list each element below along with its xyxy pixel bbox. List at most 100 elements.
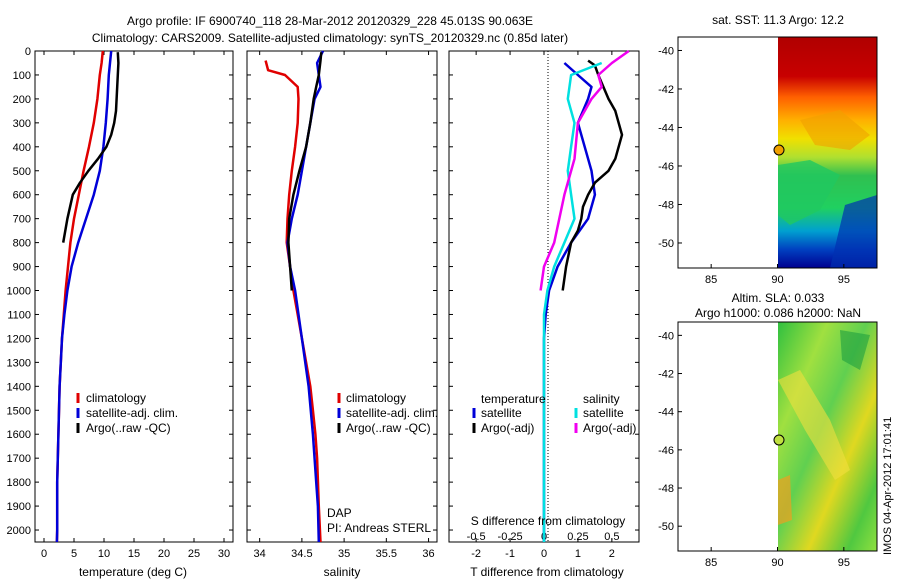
y-tick-label: 1700 bbox=[7, 453, 31, 465]
y-tick-label: 200 bbox=[13, 94, 31, 106]
temperature-legend: climatology satellite-adj. clim. Argo(..… bbox=[76, 391, 178, 435]
map-y-tick-label: -48 bbox=[658, 199, 674, 211]
x-tick-label: 2 bbox=[609, 548, 615, 560]
map-y-tick-label: -46 bbox=[658, 445, 674, 457]
temperature-x-axis: 0 5 10 15 20 25 30 bbox=[41, 51, 230, 560]
map-x-tick-label: 90 bbox=[771, 274, 783, 286]
x-tick-label: 35 bbox=[338, 548, 350, 560]
x-tick-label: 34 bbox=[254, 548, 266, 560]
y-tick-label: 900 bbox=[13, 262, 31, 274]
temperature-x-label: temperature (deg C) bbox=[79, 565, 187, 579]
map-y-tick-label: -40 bbox=[658, 45, 674, 57]
map-x-tick-label: 85 bbox=[705, 274, 717, 286]
salinity-panel-frame bbox=[246, 50, 438, 543]
legend-header-temperature: temperature bbox=[481, 392, 546, 406]
x-tick-label: 35.5 bbox=[376, 548, 397, 560]
y-tick-label: 1000 bbox=[7, 286, 31, 298]
y-tick-label: 700 bbox=[13, 214, 31, 226]
sst-map-warm-patch bbox=[800, 110, 870, 150]
x-tick-label: 34.5 bbox=[291, 548, 312, 560]
x-tick-label: 0 bbox=[41, 548, 47, 560]
map-y-tick-label: -42 bbox=[658, 84, 674, 96]
sla-map-title: Altim. SLA: 0.033 bbox=[732, 291, 825, 305]
y-tick-label: 800 bbox=[13, 238, 31, 250]
difference-x-label: T difference from climatology bbox=[470, 565, 624, 579]
difference-top-x-label: S difference from climatology bbox=[471, 514, 626, 528]
x-tick-label: 0 bbox=[541, 548, 547, 560]
difference-legend: temperature salinity satellite Argo(-adj… bbox=[472, 392, 636, 435]
map-y-tick-label: -44 bbox=[658, 407, 674, 419]
x-tick-label: -1 bbox=[505, 548, 515, 560]
legend-label-argo: Argo(..raw -QC) bbox=[346, 421, 431, 435]
y-tick-label: 400 bbox=[13, 142, 31, 154]
salinity-series bbox=[264, 50, 325, 543]
x-tick-label: -2 bbox=[471, 548, 481, 560]
x-tick-label: 25 bbox=[188, 548, 200, 560]
map-y-tick-label: -48 bbox=[658, 483, 674, 495]
legend-label-s-satellite: satellite bbox=[583, 406, 624, 420]
x-tick-label: 1 bbox=[575, 548, 581, 560]
series-line-satellite bbox=[286, 50, 325, 543]
y-tick-label: 600 bbox=[13, 190, 31, 202]
series-line-satellite bbox=[55, 50, 113, 543]
salinity-x-label: salinity bbox=[324, 565, 361, 579]
map-x-tick-label: 85 bbox=[705, 557, 717, 569]
legend-label-t-argo: Argo(-adj) bbox=[481, 421, 534, 435]
y-tick-label: 1800 bbox=[7, 477, 31, 489]
y-tick-label: 100 bbox=[13, 70, 31, 82]
series-line-argo bbox=[61, 52, 120, 243]
sla-argo-marker bbox=[773, 434, 785, 446]
sla-map-heatmap bbox=[778, 322, 877, 551]
series-line-s-satellite bbox=[542, 61, 603, 542]
dap-annotation: DAP bbox=[327, 506, 352, 520]
legend-label-t-satellite: satellite bbox=[481, 406, 522, 420]
top-x-tick-label: -0.25 bbox=[498, 531, 523, 543]
y-tick-label: 1600 bbox=[7, 429, 31, 441]
pi-annotation: PI: Andreas STERL bbox=[327, 521, 431, 535]
map-y-tick-label: -44 bbox=[658, 122, 674, 134]
y-tick-label: 1900 bbox=[7, 501, 31, 513]
map-y-tick-label: -40 bbox=[658, 330, 674, 342]
series-line-climatology bbox=[55, 50, 105, 543]
y-tick-label: 1100 bbox=[7, 309, 31, 321]
map-x-tick-label: 95 bbox=[838, 557, 850, 569]
y-tick-label: 1300 bbox=[7, 357, 31, 369]
sst-map-title: sat. SST: 11.3 Argo: 12.2 bbox=[712, 13, 844, 27]
x-tick-label: 15 bbox=[128, 548, 140, 560]
x-tick-label: 30 bbox=[218, 548, 230, 560]
sla-map-subtitle: Argo h1000: 0.086 h2000: NaN bbox=[695, 306, 861, 320]
sst-map-cold-patch bbox=[830, 195, 877, 268]
sst-map-heatmap bbox=[778, 37, 877, 268]
temperature-series bbox=[55, 50, 120, 543]
map-x-tick-label: 90 bbox=[771, 557, 783, 569]
map-y-tick-label: -50 bbox=[658, 521, 674, 533]
figure-title-line2: Climatology: CARS2009. Satellite-adjuste… bbox=[92, 31, 568, 45]
legend-label-argo: Argo(..raw -QC) bbox=[86, 421, 171, 435]
legend-label-s-argo: Argo(-adj) bbox=[583, 421, 636, 435]
top-x-tick-label: 0.5 bbox=[604, 531, 619, 543]
map-y-tick-label: -50 bbox=[658, 238, 674, 250]
legend-label-climatology: climatology bbox=[86, 391, 146, 405]
y-tick-label: 0 bbox=[25, 46, 31, 58]
map-y-tick-label: -42 bbox=[658, 369, 674, 381]
map-y-tick-label: -46 bbox=[658, 161, 674, 173]
sla-map-yellow-band bbox=[778, 370, 850, 480]
y-tick-label: 300 bbox=[13, 118, 31, 130]
top-x-tick-label: 0.25 bbox=[567, 531, 588, 543]
top-x-tick-label: -0.5 bbox=[467, 531, 486, 543]
x-tick-label: 36 bbox=[422, 548, 434, 560]
sla-map-dark-patch bbox=[840, 330, 870, 370]
x-tick-label: 20 bbox=[158, 548, 170, 560]
series-line-t-argo bbox=[561, 59, 624, 291]
sst-map-axes: 85 90 95 -40 -42 -44 -46 -48 -50 bbox=[658, 45, 850, 286]
series-line-argo bbox=[287, 52, 323, 291]
sla-map-axes: 85 90 95 -40 -42 -44 -46 -48 -50 bbox=[658, 330, 850, 569]
series-line-s-argo bbox=[539, 49, 630, 291]
y-tick-label: 500 bbox=[13, 166, 31, 178]
legend-label-satellite: satellite-adj. clim. bbox=[346, 406, 438, 420]
x-tick-label: 10 bbox=[98, 548, 110, 560]
y-tick-label: 2000 bbox=[7, 525, 31, 537]
difference-x-axis: -2 -1 0 1 2-0.5 -0.25 0 0.25 0.5 bbox=[467, 51, 620, 560]
map-x-tick-label: 95 bbox=[838, 274, 850, 286]
